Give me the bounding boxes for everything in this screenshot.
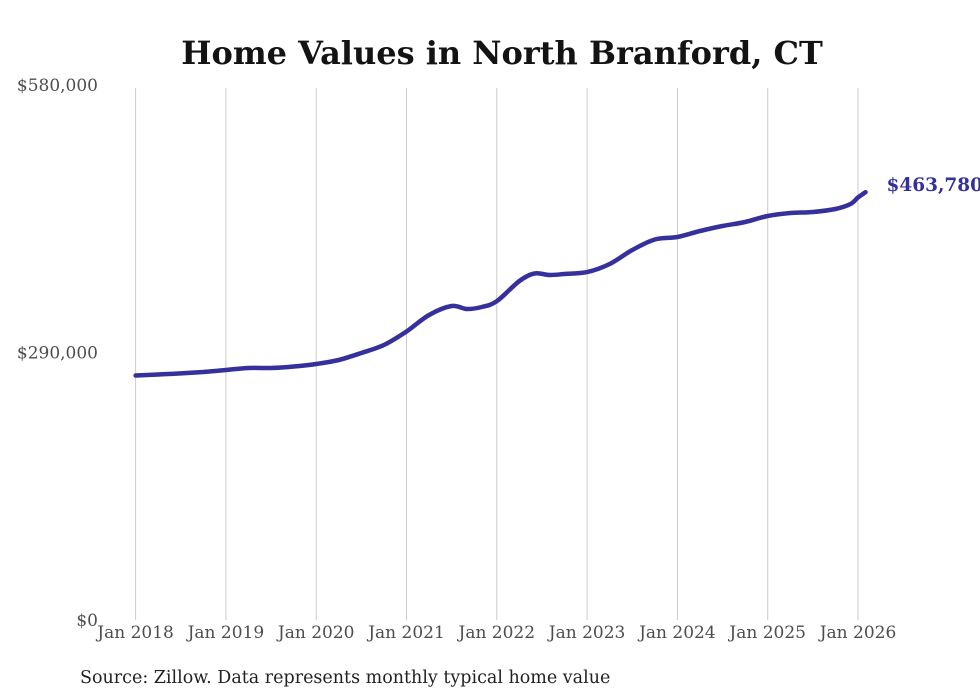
x-axis-tick-labels: Jan 2018 Jan 2019 Jan 2020 Jan 2021 Jan 2022… xyxy=(95,623,896,643)
x-axis-tick-label: Jan 2025 xyxy=(727,623,806,643)
x-axis-tick-label: Jan 2021 xyxy=(366,623,445,643)
y-axis-tick-labels: $0 $290,000 $580,000 xyxy=(17,76,98,631)
x-axis-tick-label: Jan 2024 xyxy=(637,623,716,643)
x-axis-tick-label: Jan 2019 xyxy=(186,623,265,643)
x-axis-tick-label: Jan 2018 xyxy=(95,623,174,643)
x-axis-tick-label: Jan 2020 xyxy=(276,623,355,643)
y-axis-tick-label: $580,000 xyxy=(17,76,98,96)
home-value-trend-line xyxy=(133,189,868,378)
x-axis-tick-label: Jan 2026 xyxy=(818,623,897,643)
latest-value-label: $463,780 xyxy=(887,175,980,196)
x-axis-tick-label: Jan 2022 xyxy=(457,623,536,643)
gridline-layer xyxy=(135,88,859,620)
x-axis-tick-label: Jan 2023 xyxy=(547,623,626,643)
y-axis-tick-label: $290,000 xyxy=(17,344,98,364)
chart-title: Home Values in North Branford, CT xyxy=(181,34,823,72)
source-note: Source: Zillow. Data represents monthly … xyxy=(80,668,610,688)
y-axis-tick-label: $0 xyxy=(76,611,98,631)
